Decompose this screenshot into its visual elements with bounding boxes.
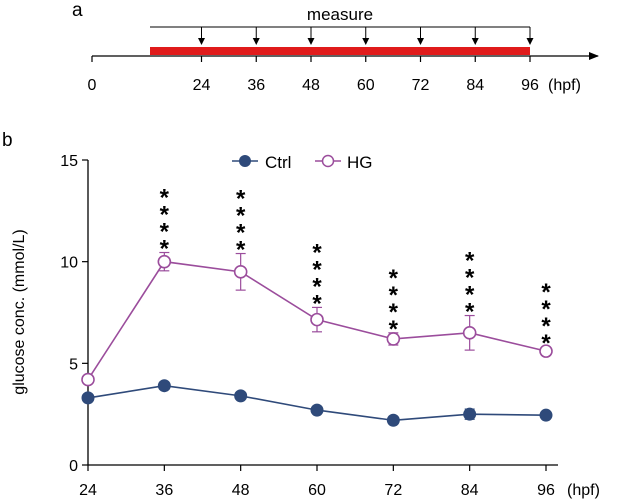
x-tick-label: 36 xyxy=(155,482,173,499)
measure-title: measure xyxy=(307,5,373,24)
x-axis-unit: (hpf) xyxy=(567,482,600,499)
measure-arrow-head xyxy=(362,38,370,45)
y-axis-label: glucose conc. (mmol/L) xyxy=(11,229,28,394)
data-point-hg xyxy=(310,312,324,327)
significance-stars: * * * * xyxy=(389,265,399,343)
timeline-tick-label: 84 xyxy=(466,77,484,94)
data-point-ctrl xyxy=(386,413,400,427)
significance-stars: * * * * xyxy=(465,248,475,326)
measure-arrow-head xyxy=(198,38,205,45)
y-tick-label: 15 xyxy=(60,153,78,170)
measure-arrow-head xyxy=(526,38,534,45)
significance-stars: * * * * xyxy=(541,279,551,357)
significance-stars: * * * * xyxy=(236,186,246,264)
legend-ctrl-marker xyxy=(239,155,251,167)
timeline-tick-label: 60 xyxy=(357,77,375,94)
timeline-tick-label: 36 xyxy=(247,77,265,94)
data-point-hg xyxy=(157,254,172,269)
panel-b-label: b xyxy=(2,130,13,151)
series-ctrl xyxy=(81,379,553,427)
y-tick-label: 5 xyxy=(69,356,78,373)
data-point-hg xyxy=(539,344,553,358)
panel-a-label: a xyxy=(72,0,83,21)
data-point-ctrl xyxy=(463,407,477,421)
timeline-tick-label: 0 xyxy=(88,77,97,94)
significance-stars: * * * * xyxy=(312,239,322,317)
timeline-tick-label: 96 xyxy=(521,77,539,94)
y-tick-label: 10 xyxy=(60,255,78,272)
data-point-ctrl xyxy=(539,408,553,422)
timeline-tick-label: 24 xyxy=(193,77,211,94)
measure-arrow-head xyxy=(307,38,315,45)
data-point-ctrl xyxy=(310,403,324,417)
timeline-unit: (hpf) xyxy=(548,77,581,94)
data-point-hg xyxy=(81,372,95,387)
panel-b-chart: b glucose conc. (mmol/L) 0 5 10 15 24 36 48 60… xyxy=(2,130,600,499)
data-point-hg xyxy=(386,332,401,346)
x-tick-label: 24 xyxy=(79,482,97,499)
data-point-ctrl xyxy=(157,379,171,393)
significance-stars: * * * * xyxy=(160,185,170,263)
x-tick-label: 48 xyxy=(232,482,250,499)
measure-arrow-head xyxy=(417,38,424,45)
measure-period-bar xyxy=(150,47,530,55)
legend-ctrl-label: Ctrl xyxy=(265,153,291,172)
legend: Ctrl HG xyxy=(232,153,373,172)
measure-arrow-head xyxy=(252,38,260,45)
data-point-ctrl xyxy=(234,389,248,403)
y-tick-label: 0 xyxy=(69,458,78,475)
data-point-hg xyxy=(233,265,248,279)
x-tick-label: 60 xyxy=(308,482,326,499)
legend-hg-marker xyxy=(321,154,335,168)
panel-a-timeline: a measure 0 24 36 48 60 72 84 96 (hpf) xyxy=(72,0,599,94)
data-point-hg xyxy=(462,326,477,340)
data-point-ctrl xyxy=(81,391,95,405)
measure-arrow-head xyxy=(471,38,479,45)
series-hg xyxy=(81,251,553,387)
x-tick-label: 72 xyxy=(384,482,402,499)
legend-hg-label: HG xyxy=(347,153,373,172)
timeline-tick-label: 72 xyxy=(412,77,430,94)
timeline-tick-label: 48 xyxy=(302,77,320,94)
x-tick-label: 96 xyxy=(537,482,555,499)
x-tick-label: 84 xyxy=(461,482,479,499)
